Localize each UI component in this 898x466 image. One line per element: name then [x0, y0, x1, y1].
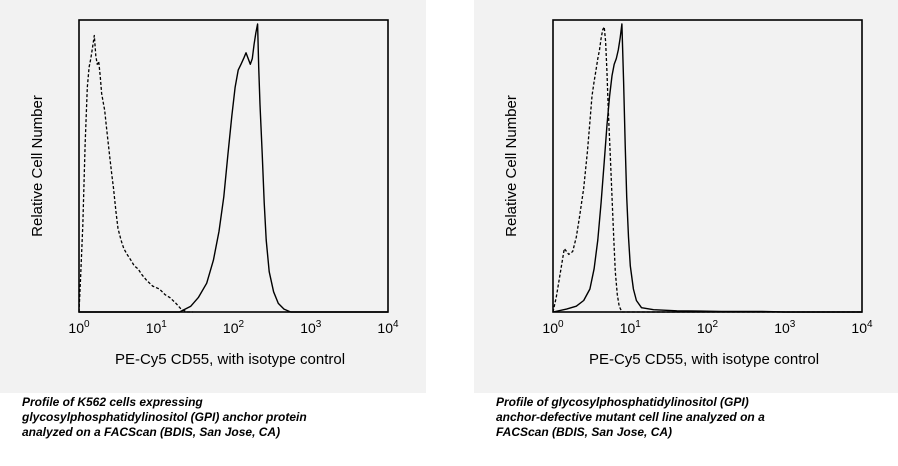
chart-background	[0, 0, 426, 393]
cd55-histogram-line	[552, 23, 862, 313]
tick-base: 10	[300, 320, 316, 336]
tick-base: 10	[774, 320, 790, 336]
plot-frame	[78, 19, 389, 313]
x-tick-label: 103	[300, 319, 322, 336]
x-tick-label: 102	[223, 319, 245, 336]
caption-line: glycosylphosphatidylinositol (GPI) ancho…	[22, 410, 307, 424]
tick-exponent: 0	[84, 319, 90, 330]
tick-base: 10	[146, 320, 162, 336]
caption-line: Profile of K562 cells expressing	[22, 395, 203, 409]
left-plot-area	[78, 23, 388, 313]
tick-base: 10	[697, 320, 713, 336]
tick-exponent: 2	[239, 319, 245, 330]
right-panel: Relative Cell Number 100 101 102 103 104 PE-…	[474, 0, 898, 466]
isotype-control-histogram-line	[78, 34, 194, 313]
tick-exponent: 3	[316, 319, 322, 330]
left-panel: Relative Cell Number 100 101 102 103 104 PE-…	[0, 0, 426, 466]
y-axis-label: Relative Cell Number	[503, 95, 520, 237]
plot-frame	[552, 19, 863, 313]
x-axis-label: PE-Cy5 CD55, with isotype control	[589, 351, 819, 368]
tick-base: 10	[68, 320, 84, 336]
right-plot-area	[552, 23, 862, 313]
isotype-control-histogram-line	[552, 26, 862, 313]
tick-exponent: 1	[161, 319, 167, 330]
tick-exponent: 4	[867, 319, 873, 330]
chart-background	[474, 0, 898, 393]
x-tick-labels: 100 101 102 103 104	[68, 319, 399, 336]
x-tick-label: 100	[542, 319, 564, 336]
tick-base: 10	[851, 320, 867, 336]
caption-line: Profile of glycosylphosphatidylinositol …	[496, 395, 749, 409]
cd55-histogram-line	[79, 23, 388, 313]
tick-exponent: 1	[635, 319, 641, 330]
caption-line: analyzed on a FACScan (BDIS, San Jose, C…	[22, 425, 281, 439]
tick-base: 10	[223, 320, 239, 336]
x-axis-label: PE-Cy5 CD55, with isotype control	[115, 351, 345, 368]
x-tick-label: 104	[377, 319, 399, 336]
x-tick-label: 104	[851, 319, 873, 336]
x-tick-label: 100	[68, 319, 90, 336]
caption-line: anchor-defective mutant cell line analyz…	[496, 410, 765, 424]
tick-exponent: 4	[393, 319, 399, 330]
x-tick-label: 102	[697, 319, 719, 336]
tick-exponent: 2	[713, 319, 719, 330]
x-tick-label: 101	[620, 319, 642, 336]
tick-base: 10	[377, 320, 393, 336]
x-tick-label: 103	[774, 319, 796, 336]
caption-line: FACScan (BDIS, San Jose, CA)	[496, 425, 673, 439]
left-caption: Profile of K562 cells expressing glycosy…	[22, 395, 422, 440]
tick-exponent: 0	[558, 319, 564, 330]
right-caption: Profile of glycosylphosphatidylinositol …	[496, 395, 896, 440]
right-chart: Relative Cell Number 100 101 102 103 104 PE-…	[474, 0, 898, 393]
tick-base: 10	[620, 320, 636, 336]
tick-exponent: 3	[790, 319, 796, 330]
x-tick-label: 101	[146, 319, 168, 336]
y-axis-label: Relative Cell Number	[29, 95, 46, 237]
left-chart: Relative Cell Number 100 101 102 103 104 PE-…	[0, 0, 426, 393]
x-tick-labels: 100 101 102 103 104	[542, 319, 873, 336]
tick-base: 10	[542, 320, 558, 336]
